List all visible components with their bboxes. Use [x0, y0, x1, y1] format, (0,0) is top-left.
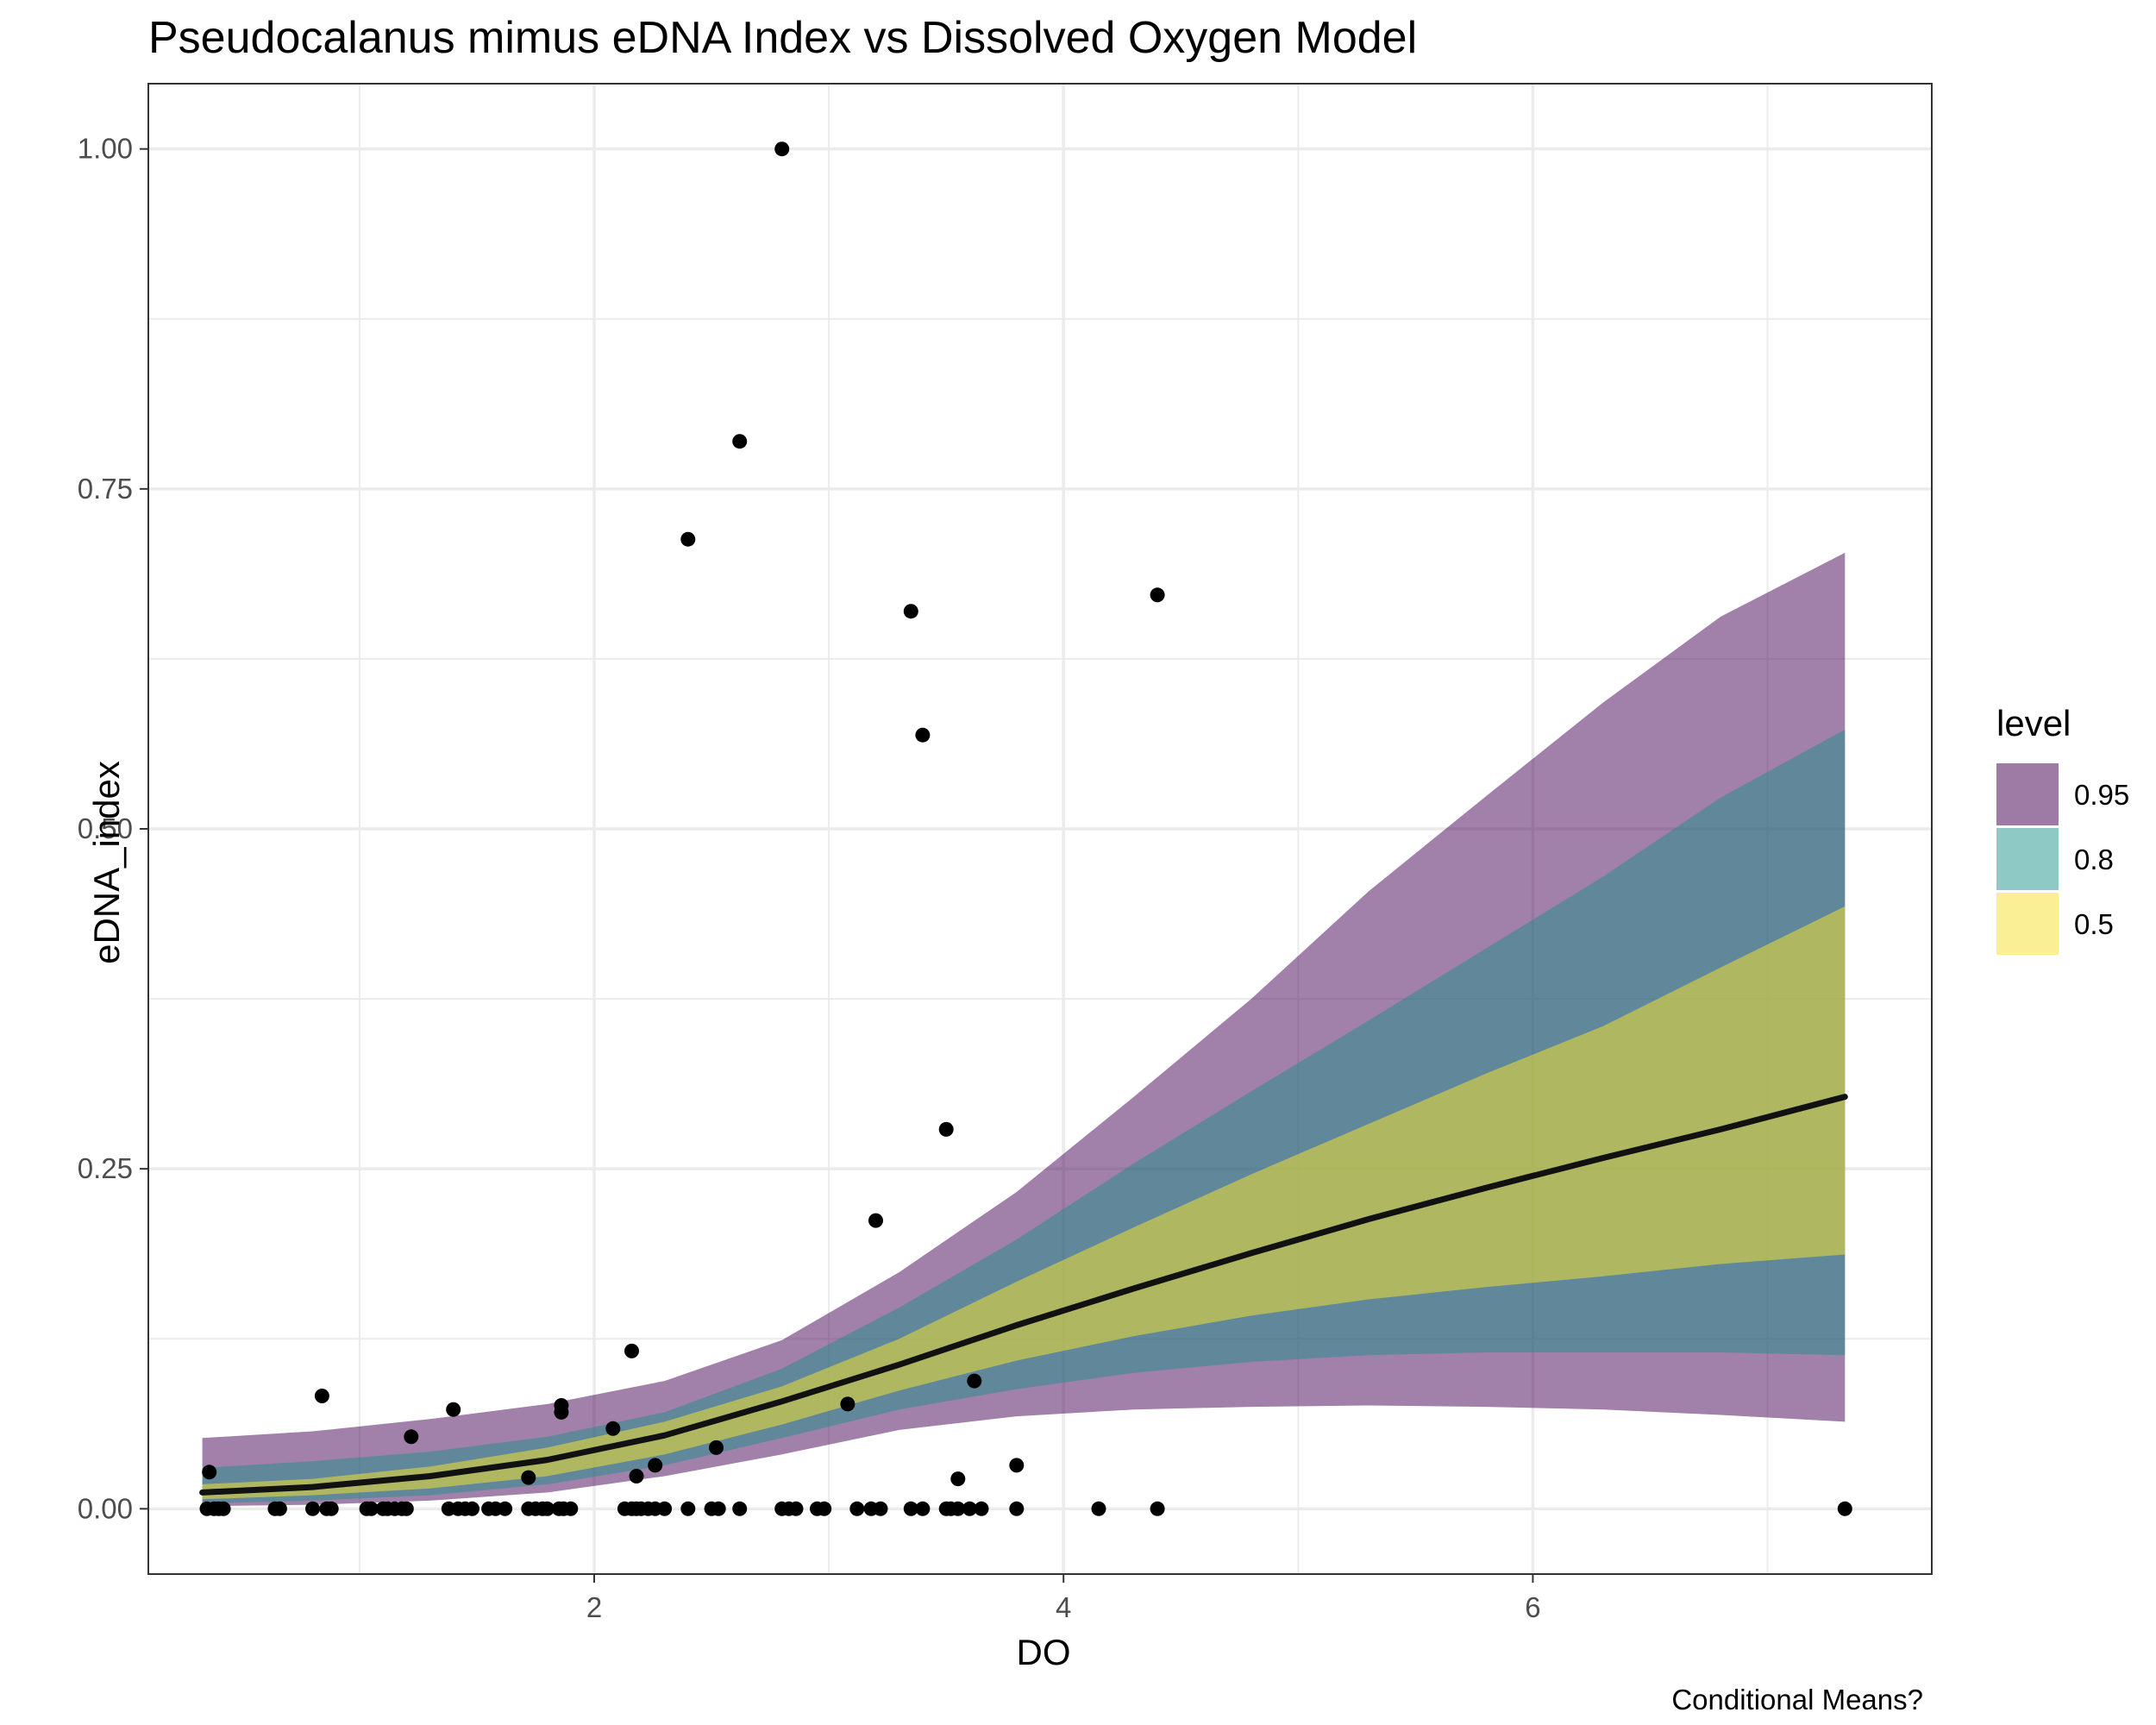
legend-item-05: 0.5	[1996, 893, 2152, 955]
data-point	[680, 531, 696, 547]
data-point	[732, 434, 748, 449]
data-point	[950, 1501, 966, 1516]
ribbon-08	[202, 729, 1846, 1503]
data-point	[398, 1501, 414, 1516]
data-point	[680, 1501, 696, 1516]
y-tick-label: 0.00	[78, 1492, 133, 1524]
data-point	[404, 1429, 419, 1445]
data-point	[202, 1465, 217, 1480]
data-point	[962, 1501, 977, 1516]
data-point	[1150, 587, 1165, 603]
data-point	[915, 1501, 931, 1516]
data-point	[903, 604, 918, 619]
data-point	[624, 1343, 639, 1358]
y-tick-label: 1.00	[78, 133, 133, 165]
y-axis-label: eDNA_index	[85, 761, 127, 964]
chart-title: Pseudocalanus mimus eDNA Index vs Dissol…	[148, 13, 1418, 63]
data-point	[216, 1501, 231, 1516]
legend-swatch	[1996, 893, 2059, 955]
data-point	[305, 1501, 320, 1516]
data-point	[709, 1440, 724, 1455]
data-point	[498, 1501, 513, 1516]
data-point	[938, 1121, 954, 1137]
data-point	[323, 1501, 339, 1516]
data-point	[903, 1501, 918, 1516]
data-point	[563, 1501, 579, 1516]
data-point	[868, 1213, 883, 1228]
x-tick-label: 4	[1056, 1591, 1071, 1623]
x-axis-label: DO	[1016, 1632, 1071, 1672]
data-point	[540, 1501, 555, 1516]
legend-label: 0.5	[2074, 908, 2114, 940]
fit-line	[199, 1094, 1848, 1496]
data-point	[314, 1389, 329, 1403]
data-point	[774, 141, 790, 157]
x-tick-label: 2	[586, 1591, 602, 1623]
legend-swatch	[1996, 828, 2059, 890]
y-tick-label: 0.50	[78, 812, 133, 844]
legend-label: 0.8	[2074, 844, 2114, 875]
legend-item-08: 0.8	[1996, 828, 2152, 890]
legend-swatch	[1996, 763, 2059, 825]
data-point	[1091, 1501, 1106, 1516]
data-point	[711, 1501, 726, 1516]
data-point	[657, 1501, 673, 1516]
legend-title: level	[1996, 703, 2071, 743]
data-point	[648, 1458, 663, 1473]
ribbon-05	[202, 906, 1846, 1500]
y-tick-label: 0.75	[78, 473, 133, 505]
data-point	[1009, 1458, 1025, 1473]
data-point	[629, 1469, 644, 1484]
ribbons	[202, 552, 1846, 1507]
data-point	[446, 1402, 461, 1417]
data-point	[840, 1396, 856, 1412]
fit-line-group	[199, 1094, 1848, 1496]
data-point	[554, 1404, 569, 1420]
points	[199, 141, 1852, 1516]
data-point	[521, 1470, 536, 1485]
data-point	[967, 1373, 982, 1389]
data-point	[915, 727, 931, 743]
data-point	[950, 1471, 966, 1487]
data-point	[974, 1501, 989, 1516]
legend-label: 0.95	[2074, 779, 2130, 811]
data-point	[272, 1501, 287, 1516]
data-point	[1009, 1501, 1025, 1516]
legend-item-095: 0.95	[1996, 763, 2152, 825]
y-tick-label: 0.25	[78, 1152, 133, 1184]
data-point	[788, 1501, 804, 1516]
data-point	[605, 1421, 621, 1436]
y-axis: 0.00 0.25 0.50 0.75 1.00	[78, 133, 148, 1524]
data-point	[873, 1501, 888, 1516]
x-axis: 2 4 6	[586, 1574, 1541, 1623]
data-point	[732, 1501, 748, 1516]
data-point	[817, 1501, 832, 1516]
data-point	[465, 1501, 479, 1516]
data-point	[629, 1501, 644, 1516]
data-point	[364, 1501, 379, 1516]
data-point	[849, 1501, 865, 1516]
x-tick-label: 6	[1525, 1591, 1540, 1623]
data-point	[1150, 1501, 1165, 1516]
data-point	[1837, 1501, 1852, 1516]
caption: Conditional Means?	[1671, 1684, 1923, 1716]
